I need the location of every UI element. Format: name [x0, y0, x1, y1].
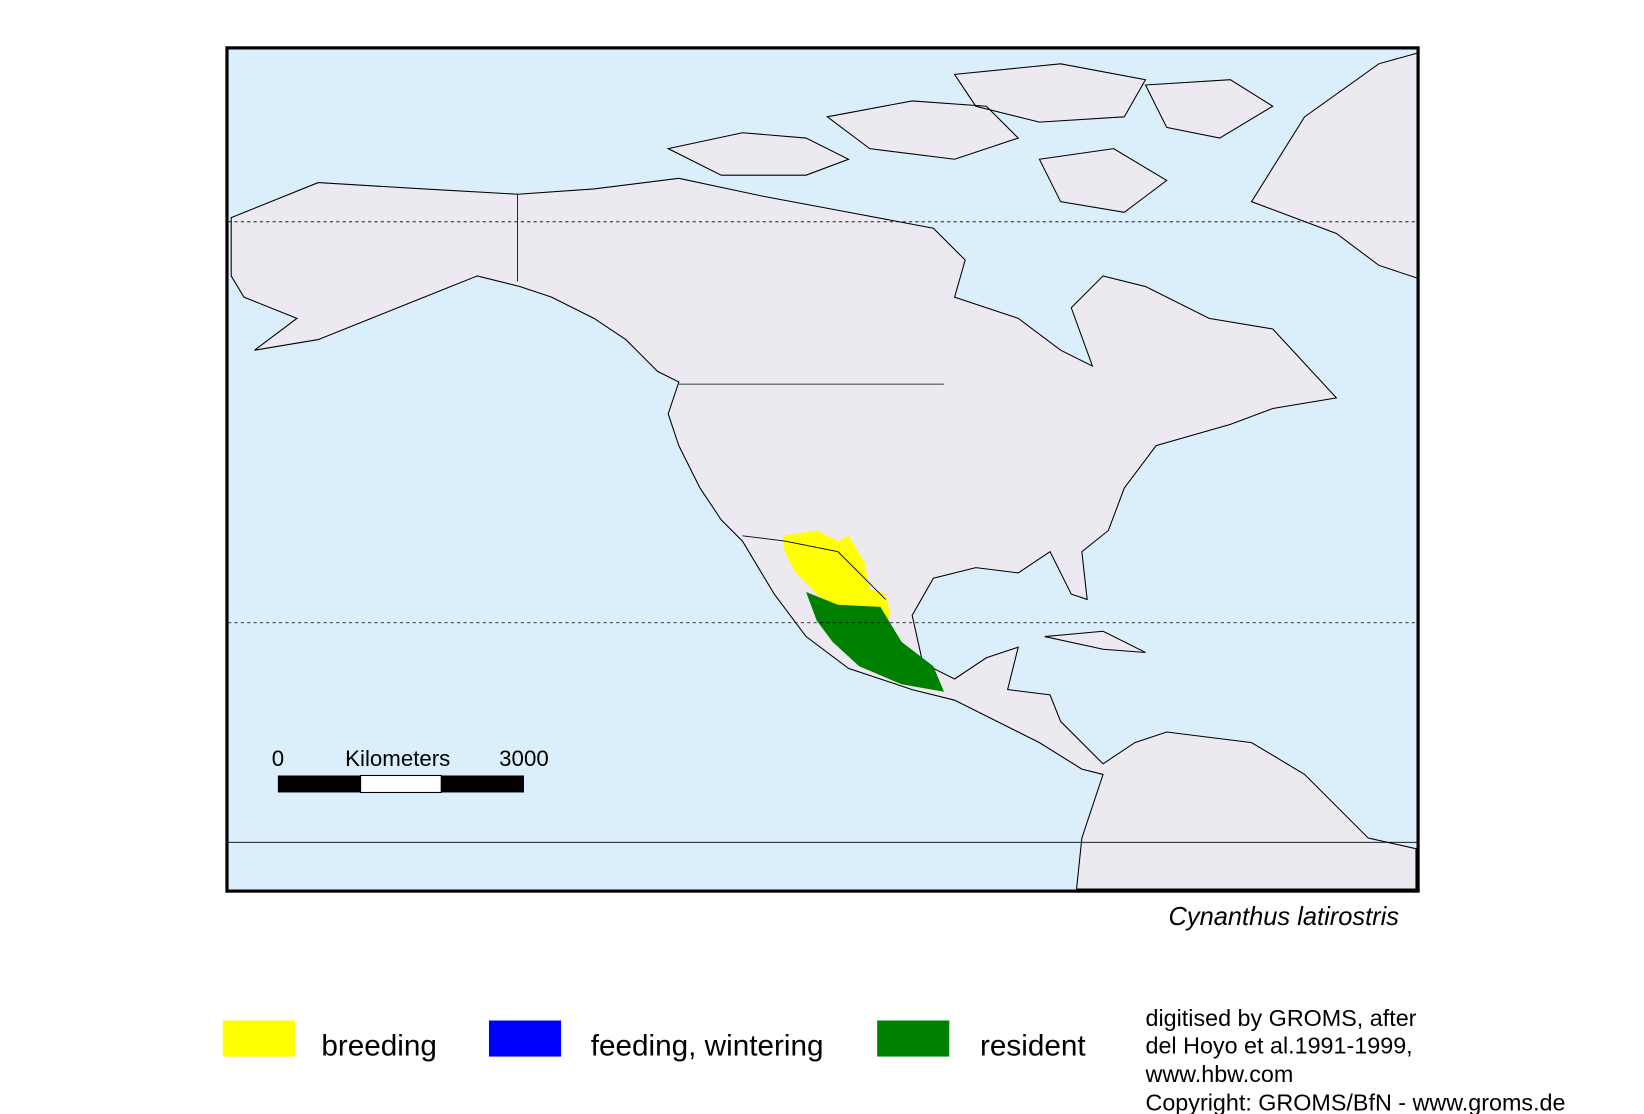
map — [225, 46, 1420, 893]
credit-line: del Hoyo et al.1991-1999, — [1145, 1032, 1412, 1058]
credit-line: www.hbw.com — [1144, 1061, 1293, 1087]
credit-line: Copyright: GROMS/BfN - www.groms.de — [1145, 1090, 1565, 1114]
resident-range — [806, 592, 944, 692]
scale-start: 0 — [272, 746, 284, 771]
legend-label: feeding, wintering — [591, 1030, 824, 1063]
legend-swatch — [222, 1020, 295, 1057]
legend-swatch — [877, 1020, 950, 1057]
breeding-range — [782, 530, 891, 626]
legend-label: breeding — [321, 1030, 437, 1063]
legend-label: resident — [980, 1030, 1086, 1063]
cuba — [1044, 630, 1146, 653]
species-name: Cynanthus latirostris — [1169, 903, 1400, 931]
americas — [230, 177, 1417, 890]
legend: breeding feeding, wintering resident — [222, 1020, 1086, 1063]
scale-segment — [441, 775, 524, 793]
scale-bar: 0 Kilometers 3000 — [272, 746, 549, 793]
map-frame — [225, 46, 1420, 893]
credit-line: digitised by GROMS, after — [1145, 1005, 1416, 1031]
scale-segment — [360, 774, 442, 793]
arctic-islands — [666, 63, 1274, 213]
credits: digitised by GROMS, after del Hoyo et al… — [1144, 1005, 1565, 1114]
scale-unit: Kilometers — [345, 746, 450, 771]
scale-segment — [277, 775, 361, 793]
legend-swatch — [488, 1020, 562, 1057]
scale-end: 3000 — [499, 746, 549, 771]
borders — [517, 194, 944, 600]
graticule — [228, 221, 1418, 843]
